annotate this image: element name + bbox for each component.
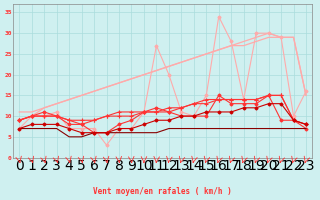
X-axis label: Vent moyen/en rafales ( km/h ): Vent moyen/en rafales ( km/h ): [93, 187, 232, 196]
